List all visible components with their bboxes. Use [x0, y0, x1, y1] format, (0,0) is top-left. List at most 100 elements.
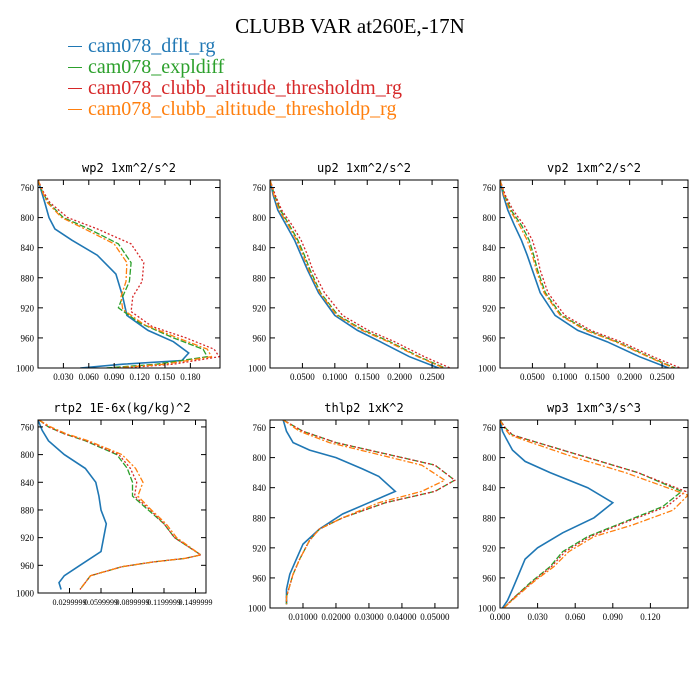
series-line-0 [500, 420, 615, 608]
y-tick-label: 1000 [248, 604, 267, 614]
y-tick-label: 760 [483, 423, 497, 433]
y-tick-label: 800 [253, 453, 267, 463]
y-tick-label: 960 [21, 561, 35, 571]
legend-label-1: cam078_expldiff [88, 56, 225, 78]
series-line-3 [38, 180, 213, 368]
x-tick-label: 0.2000 [617, 372, 642, 382]
x-tick-label: 0.030 [53, 372, 74, 382]
y-tick-label: 800 [483, 453, 497, 463]
x-tick-label: 0.060 [79, 372, 100, 382]
panel-title: wp3 1xm^3/s^3 [547, 401, 641, 415]
x-tick-label: 0.1000 [552, 372, 577, 382]
y-tick-label: 1000 [16, 589, 35, 599]
series-line-2 [270, 180, 451, 368]
y-tick-label: 960 [253, 333, 267, 343]
y-tick-label: 800 [21, 213, 35, 223]
x-tick-label: 0.1199999 [147, 598, 181, 607]
panel-3: rtp2 1E-6x(kg/kg)^2 760 800 840 880 920 960 100… [16, 401, 213, 607]
x-tick-label: 0.1499999 [179, 598, 213, 607]
series-line-1 [282, 420, 456, 605]
panel-title: up2 1xm^2/s^2 [317, 161, 411, 175]
series-line-2 [282, 420, 456, 605]
y-tick-label: 880 [483, 273, 497, 283]
panel-2: vp2 1xm^2/s^2 760 800 840 880 920 960 1000 0.050… [478, 161, 689, 382]
y-tick-label: 880 [253, 513, 267, 523]
legend-label-2: cam078_clubb_altitude_thresholdm_rg [88, 77, 403, 99]
legend: cam078_dflt_rg cam078_expldiff cam078_cl… [68, 35, 403, 120]
y-tick-label: 920 [21, 533, 35, 543]
y-tick-label: 880 [483, 513, 497, 523]
y-tick-label: 840 [21, 478, 35, 488]
panel-5: wp3 1xm^3/s^3 760 800 840 880 920 960 10000.000… [478, 401, 689, 622]
x-tick-label: 0.090 [104, 372, 125, 382]
y-tick-label: 760 [253, 183, 267, 193]
x-tick-label: 0.120 [129, 372, 150, 382]
x-tick-label: 0.120 [640, 612, 661, 622]
x-tick-label: 0.03000 [354, 612, 384, 622]
x-tick-label: 0.0500 [520, 372, 545, 382]
series-line-3 [500, 180, 674, 368]
x-tick-label: 0.030 [527, 612, 548, 622]
y-tick-label: 960 [21, 333, 35, 343]
series-line-2 [500, 180, 681, 368]
legend-item: cam078_expldiff [68, 56, 402, 78]
x-tick-label: 0.0899999 [116, 598, 150, 607]
panel-0: wp2 1xm^2/s^2 760 800 840 880 920 960 1000 0.030… [16, 161, 221, 382]
y-tick-label: 760 [253, 423, 267, 433]
x-tick-label: 0.150 [155, 372, 176, 382]
legend-label-3: cam078_clubb_altitude_thresholdp_rg [88, 98, 397, 120]
plot-frame [37, 179, 221, 369]
y-tick-label: 760 [21, 422, 35, 432]
y-tick-label: 840 [253, 483, 267, 493]
x-tick-label: 0.01000 [288, 612, 318, 622]
x-tick-label: 0.180 [180, 372, 201, 382]
y-tick-label: 960 [253, 573, 267, 583]
y-tick-label: 960 [483, 333, 497, 343]
series-line-2 [38, 420, 203, 590]
x-tick-label: 0.000 [490, 612, 511, 622]
panel-4: thlp2 1xK^2 760 800 840 880 920 960 1000 0.01000… [248, 401, 459, 622]
y-tick-label: 800 [253, 213, 267, 223]
series-line-1 [270, 180, 446, 368]
x-tick-label: 0.060 [565, 612, 586, 622]
y-tick-label: 1000 [248, 364, 267, 374]
x-tick-label: 0.2500 [650, 372, 675, 382]
series-line-0 [282, 420, 397, 605]
y-tick-label: 760 [21, 183, 35, 193]
series-line-0 [38, 180, 190, 368]
legend-swatch-1 [68, 67, 82, 68]
x-tick-label: 0.090 [603, 612, 624, 622]
y-tick-label: 920 [483, 543, 497, 553]
y-tick-label: 760 [483, 183, 497, 193]
series-line-2 [38, 180, 220, 368]
series-line-1 [38, 180, 209, 368]
series-line-1 [38, 420, 203, 590]
y-tick-label: 1000 [478, 604, 497, 614]
series-line-1 [500, 420, 683, 608]
x-tick-label: 0.0500 [290, 372, 315, 382]
plot-frame [499, 179, 689, 369]
y-tick-label: 920 [253, 303, 267, 313]
y-tick-label: 800 [483, 213, 497, 223]
panel-1: up2 1xm^2/s^2 760 800 840 880 920 960 1000 0.050… [248, 161, 459, 382]
legend-item: cam078_clubb_altitude_thresholdm_rg [68, 77, 403, 99]
y-tick-label: 840 [21, 243, 35, 253]
x-tick-label: 0.0599999 [84, 598, 118, 607]
series-line-0 [38, 420, 108, 590]
series-line-3 [38, 420, 203, 590]
legend-swatch-0 [68, 46, 82, 47]
y-tick-label: 800 [21, 450, 35, 460]
legend-label-0: cam078_dflt_rg [88, 35, 216, 57]
series-line-3 [282, 420, 447, 605]
x-tick-label: 0.2000 [387, 372, 412, 382]
series-line-0 [270, 180, 439, 368]
y-tick-label: 840 [483, 243, 497, 253]
series-line-3 [270, 180, 444, 368]
x-tick-label: 0.0299999 [53, 598, 87, 607]
plot-frame [269, 179, 459, 369]
y-tick-label: 840 [483, 483, 497, 493]
y-tick-label: 920 [253, 543, 267, 553]
x-tick-label: 0.1000 [322, 372, 347, 382]
panel-title: rtp2 1E-6x(kg/kg)^2 [53, 401, 190, 415]
y-tick-label: 880 [21, 505, 35, 515]
